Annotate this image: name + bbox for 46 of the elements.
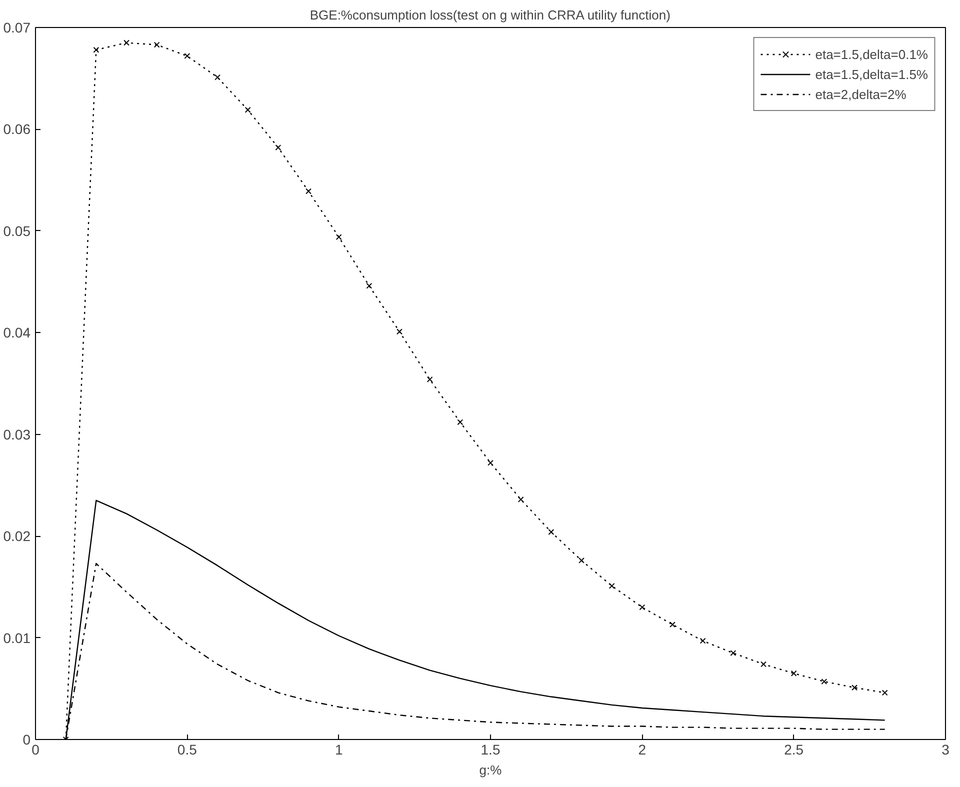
point	[760, 661, 766, 668]
y-tick-label: 0.01	[3, 630, 31, 646]
chart-title: BGE:%consumption loss(test on g within CRRA utility function)	[310, 8, 670, 22]
point	[275, 144, 282, 150]
legend-label: eta=1.5,delta=1.5%	[815, 66, 928, 82]
x-tick-label: 2	[638, 742, 646, 758]
y-tick-label: 0.03	[3, 426, 31, 442]
point	[366, 282, 372, 289]
point	[214, 74, 220, 80]
point	[700, 638, 706, 644]
point	[852, 684, 858, 691]
point	[457, 419, 464, 426]
point	[670, 622, 676, 628]
point	[548, 529, 554, 535]
y-tick-label: 0.05	[3, 222, 31, 239]
point	[608, 582, 615, 589]
point	[518, 496, 524, 502]
point	[184, 53, 190, 59]
point	[336, 234, 342, 240]
point	[93, 46, 100, 53]
point	[488, 460, 494, 466]
y-tick-label: 0.06	[3, 121, 31, 138]
y-tick-label: 0	[22, 732, 31, 748]
point	[396, 328, 402, 335]
point	[154, 42, 160, 48]
x-tick-label: 2.5	[784, 742, 804, 758]
point	[578, 558, 584, 564]
point	[882, 690, 888, 696]
point	[639, 604, 646, 610]
y-tick-label: 0.07	[3, 20, 31, 36]
x-tick-label: 3	[942, 742, 950, 758]
x-tick-label: 1	[334, 742, 343, 758]
x-tick-label: 1.5	[480, 742, 500, 758]
point	[244, 106, 251, 113]
y-tick-label: 0.02	[3, 528, 31, 544]
point	[426, 376, 433, 382]
x-axis-title: g:%	[479, 762, 502, 778]
x-tick-label: 0.5	[177, 742, 198, 758]
point	[730, 650, 736, 656]
point	[306, 188, 312, 194]
y-tick-label: 0.04	[3, 324, 31, 341]
legend-label: eta=2,delta=2%	[815, 86, 906, 102]
legend-label: eta=1.5,delta=0.1%	[815, 46, 928, 62]
point	[821, 678, 828, 684]
point	[124, 40, 130, 46]
point	[790, 670, 797, 676]
